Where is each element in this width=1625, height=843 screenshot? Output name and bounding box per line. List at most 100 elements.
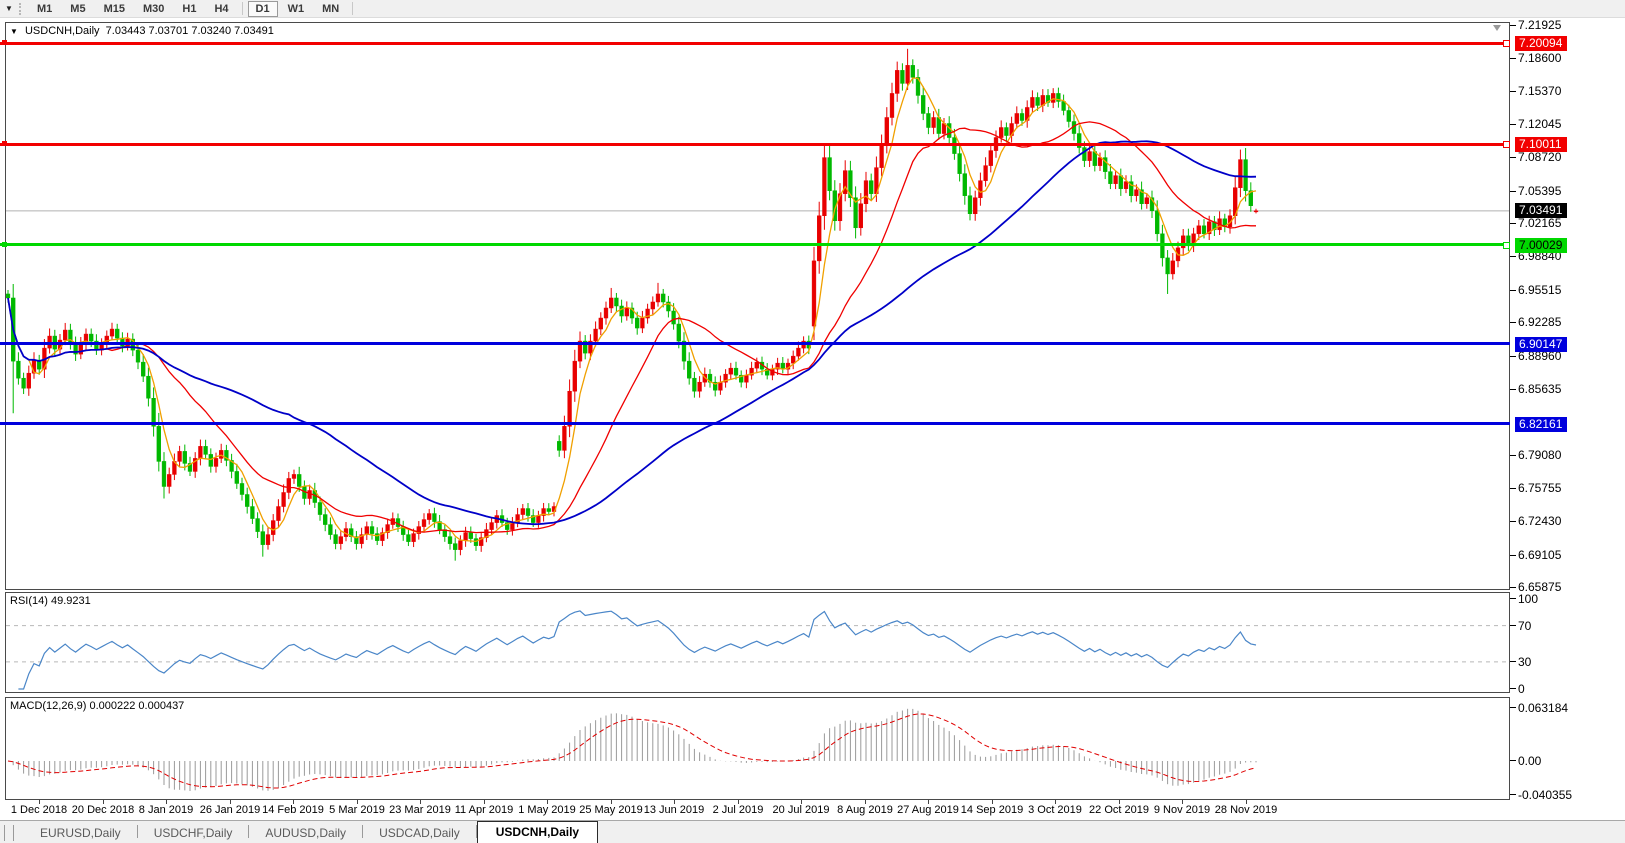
date-axis-label[interactable]: 20 Jul 2019 — [772, 804, 830, 816]
date-axis-label[interactable]: 8 Aug 2019 — [837, 804, 893, 816]
date-axis-tick — [357, 800, 358, 804]
date-axis-label[interactable]: 26 Jan 2019 — [199, 804, 261, 816]
date-axis-label[interactable]: 25 May 2019 — [579, 804, 643, 816]
price-axis-label[interactable]: 6.75755 — [1518, 481, 1562, 495]
macd-panel[interactable] — [5, 697, 1510, 800]
price-axis-tick — [1510, 322, 1516, 323]
macd-axis-label[interactable]: -0.040355 — [1518, 788, 1573, 802]
macd-values: 0.000222 0.000437 — [89, 700, 185, 712]
level-line-6.90147[interactable] — [0, 342, 1510, 345]
rsi-axis-label[interactable]: 0 — [1518, 682, 1525, 696]
rsi-axis-tick — [1510, 598, 1516, 599]
rsi-value: 49.9231 — [50, 595, 91, 607]
price-axis-label[interactable]: 6.95515 — [1518, 283, 1562, 297]
date-axis-label[interactable]: 2 Jul 2019 — [712, 804, 764, 816]
date-axis-label[interactable]: 14 Sep 2019 — [960, 804, 1024, 816]
timeframe-button-m30[interactable]: M30 — [142, 2, 165, 15]
level-handle-left[interactable] — [2, 40, 7, 45]
date-axis-label[interactable]: 3 Oct 2019 — [1028, 804, 1082, 816]
price-axis-tick — [1510, 223, 1516, 224]
price-axis-tick — [1510, 157, 1516, 158]
price-axis-label[interactable]: 6.69105 — [1518, 548, 1562, 562]
chart-tab-usdchf[interactable]: USDCHF,Daily — [153, 826, 233, 840]
price-axis-label[interactable]: 6.65875 — [1518, 580, 1562, 594]
rsi-title: RSI(14) 49.9231 — [10, 595, 91, 607]
date-axis-label[interactable]: 14 Feb 2019 — [262, 804, 324, 816]
macd-title: MACD(12,26,9) 0.000222 0.000437 — [10, 700, 184, 712]
price-axis-label[interactable]: 6.79080 — [1518, 448, 1562, 462]
price-axis-label[interactable]: 6.72430 — [1518, 514, 1562, 528]
level-line-7.20094[interactable] — [0, 42, 1510, 45]
macd-axis-label[interactable]: 0.063184 — [1518, 701, 1569, 715]
level-handle-right[interactable] — [1503, 141, 1510, 148]
level-handle-right[interactable] — [1503, 242, 1510, 249]
level-handle-left[interactable] — [2, 141, 7, 146]
date-axis-label[interactable]: 8 Jan 2019 — [138, 804, 194, 816]
rsi-axis-label[interactable]: 70 — [1518, 619, 1532, 633]
date-axis-tick — [39, 800, 40, 804]
date-axis-label[interactable]: 20 Dec 2018 — [71, 804, 135, 816]
price-axis-label[interactable]: 7.08720 — [1518, 150, 1562, 164]
tabbar-grip[interactable] — [4, 825, 14, 841]
price-level-badge: 7.20094 — [1515, 36, 1568, 51]
date-axis-label[interactable]: 9 Nov 2019 — [1153, 804, 1211, 816]
date-axis-tick — [103, 800, 104, 804]
timeframe-button-m5[interactable]: M5 — [70, 2, 86, 15]
price-axis-tick — [1510, 124, 1516, 125]
price-axis-label[interactable]: 7.05395 — [1518, 184, 1562, 198]
chart-tab-usdcnh[interactable]: USDCNH,Daily — [476, 821, 599, 843]
level-line-6.82161[interactable] — [0, 422, 1510, 425]
price-axis-label[interactable]: 7.15370 — [1518, 84, 1562, 98]
price-axis-label[interactable]: 6.85635 — [1518, 382, 1562, 396]
date-axis-label[interactable]: 13 Jun 2019 — [643, 804, 705, 816]
price-axis-tick — [1510, 521, 1516, 522]
timeframe-button-h1[interactable]: H1 — [182, 2, 197, 15]
price-axis-tick — [1510, 389, 1516, 390]
rsi-canvas[interactable] — [6, 593, 1509, 692]
date-axis-label[interactable]: 27 Aug 2019 — [897, 804, 959, 816]
macd-axis-label[interactable]: 0.00 — [1518, 754, 1542, 768]
rsi-axis-label[interactable]: 100 — [1518, 592, 1539, 606]
price-axis-label[interactable]: 6.92285 — [1518, 315, 1562, 329]
timeframe-button-h4[interactable]: H4 — [214, 2, 229, 15]
date-axis-label[interactable]: 11 Apr 2019 — [454, 804, 514, 816]
price-axis-label[interactable]: 7.21925 — [1518, 18, 1562, 32]
date-axis-label[interactable]: 28 Nov 2019 — [1214, 804, 1278, 816]
date-axis-label[interactable]: 22 Oct 2019 — [1089, 804, 1149, 816]
price-axis-label[interactable]: 7.12045 — [1518, 117, 1562, 131]
timeframe-button-w1[interactable]: W1 — [287, 2, 305, 15]
collapse-triangle-icon[interactable]: ▼ — [10, 27, 18, 36]
price-axis-tick — [1510, 587, 1516, 588]
rsi-panel[interactable] — [5, 592, 1510, 693]
chart-tab-usdcad[interactable]: USDCAD,Daily — [379, 826, 460, 840]
price-axis-label[interactable]: 7.18600 — [1518, 51, 1562, 65]
macd-canvas[interactable] — [6, 698, 1509, 799]
date-axis-label[interactable]: 1 Dec 2018 — [10, 804, 68, 816]
chart-tab-eurusd[interactable]: EURUSD,Daily — [40, 826, 121, 840]
price-axis-tick — [1510, 356, 1516, 357]
rsi-axis-label[interactable]: 30 — [1518, 655, 1532, 669]
date-axis-label[interactable]: 1 May 2019 — [518, 804, 576, 816]
timeframe-button-mn[interactable]: MN — [322, 2, 340, 15]
price-axis-label[interactable]: 6.88960 — [1518, 349, 1562, 363]
chart-dropdown-icon[interactable]: ▼ — [5, 4, 13, 13]
date-axis-label[interactable]: 5 Mar 2019 — [329, 804, 385, 816]
tab-separator — [136, 825, 138, 838]
level-line-7.10011[interactable] — [0, 143, 1510, 146]
date-axis-label[interactable]: 23 Mar 2019 — [389, 804, 451, 816]
tab-separator — [362, 825, 364, 838]
level-handle-right[interactable] — [1503, 40, 1510, 47]
main-chart-panel[interactable] — [5, 22, 1510, 590]
timeframe-button-m1[interactable]: M1 — [37, 2, 53, 15]
level-handle-left[interactable] — [2, 242, 7, 247]
date-axis-tick — [230, 800, 231, 804]
price-axis-label[interactable]: 7.02165 — [1518, 216, 1562, 230]
main-chart-canvas[interactable] — [6, 23, 1509, 589]
level-line-7.00029[interactable] — [0, 243, 1510, 246]
timeframe-button-m15[interactable]: M15 — [103, 2, 125, 15]
chart-shift-marker[interactable] — [1493, 25, 1501, 31]
timeframe-button-d1[interactable]: D1 — [247, 0, 278, 17]
chart-tab-audusd[interactable]: AUDUSD,Daily — [265, 826, 347, 840]
toolbar-grip[interactable] — [19, 2, 24, 15]
